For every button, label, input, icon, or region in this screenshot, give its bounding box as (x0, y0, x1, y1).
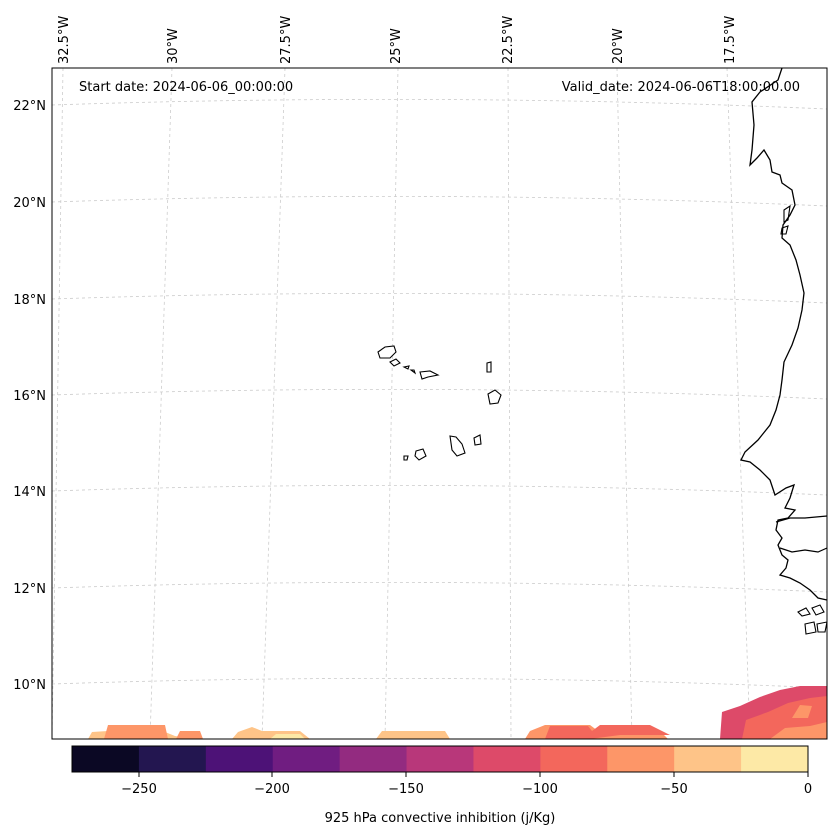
colorbar-swatch (205, 746, 274, 772)
colorbar-swatch (674, 746, 742, 772)
cin-contours (88, 686, 827, 739)
gambia-river (775, 515, 827, 523)
island-brava (403, 455, 409, 461)
colorbar-swatch (72, 746, 140, 772)
start-date-label: Start date: 2024-06-06_00:00:00 (79, 80, 293, 95)
colorbar-ticks (138, 772, 809, 777)
lon-label: 17.5°W (723, 16, 738, 64)
island-sao-nicolau (409, 369, 440, 380)
lat-label: 16°N (13, 389, 46, 404)
dakhla-peninsula (780, 204, 791, 235)
cin-patch-west-2 (176, 731, 203, 739)
casamance-coast (779, 547, 827, 553)
colorbar-swatch (741, 746, 809, 772)
island-sal (486, 361, 492, 373)
cin-patch-east-inner (545, 725, 670, 739)
cin-patch-mid-1b (270, 734, 305, 739)
cin-patch-coast-inner (792, 705, 812, 718)
island-fogo (414, 448, 427, 461)
valid-date-label: Valid_date: 2024-06-06T18:00:00.00 (562, 80, 800, 95)
lon-label: 27.5°W (279, 16, 294, 64)
colorbar-swatch (540, 746, 608, 772)
cin-patch-west-inner (104, 725, 168, 739)
island-sao-vicente (389, 358, 401, 367)
colorbar-swatch (607, 746, 675, 772)
latitude-gridlines (52, 98, 827, 689)
lat-label: 18°N (13, 293, 46, 308)
colorbar-tick-label: −100 (522, 782, 558, 797)
lon-label: 25°W (389, 28, 404, 64)
lat-label: 20°N (13, 196, 46, 211)
lat-label: 14°N (13, 485, 46, 500)
lat-label: 22°N (13, 99, 46, 114)
island-boa-vista (487, 389, 502, 405)
cabo-verde-islands (377, 345, 502, 461)
lon-label: 22.5°W (501, 16, 516, 64)
cin-patch-mid-2 (376, 731, 450, 739)
lat-label: 10°N (13, 678, 46, 693)
longitude-gridlines (52, 68, 751, 739)
colorbar-swatch (339, 746, 408, 772)
island-santo-antao (377, 345, 397, 359)
latitude-labels: 22°N 20°N 18°N 16°N 14°N 12°N 10°N (13, 99, 46, 693)
island-santiago (449, 435, 466, 457)
bissagos-islands (797, 604, 827, 635)
lat-label: 12°N (13, 582, 46, 597)
colorbar-tick-label: −200 (254, 782, 290, 797)
colorbar-tick-label: −50 (660, 782, 687, 797)
colorbar-frame (71, 745, 809, 773)
cin-patch-coast-inner-2 (770, 722, 827, 739)
lon-label: 20°W (611, 28, 626, 64)
map-frame (51, 67, 828, 740)
map-area (52, 68, 827, 739)
lon-label: 32.5°W (57, 16, 72, 64)
longitude-labels: 32.5°W 30°W 27.5°W 25°W 22.5°W 20°W 17.5… (57, 16, 738, 64)
colorbar-tick-label: −150 (388, 782, 424, 797)
africa-coastline (740, 68, 827, 601)
colorbar-swatches (72, 746, 809, 772)
colorbar-swatch (406, 746, 474, 772)
island-maio (473, 434, 482, 446)
lon-label: 30°W (166, 28, 181, 64)
colorbar-tick-label: 0 (804, 782, 812, 797)
island-santa-luzia (402, 365, 410, 370)
colorbar: −250 −200 −150 −100 −50 0 925 hPa convec… (71, 745, 812, 826)
colorbar-swatch (473, 746, 541, 772)
colorbar-swatch (272, 746, 341, 772)
colorbar-swatch (138, 746, 207, 772)
colorbar-tick-label: −250 (121, 782, 157, 797)
colorbar-title: 925 hPa convective inhibition (j/Kg) (325, 811, 556, 826)
